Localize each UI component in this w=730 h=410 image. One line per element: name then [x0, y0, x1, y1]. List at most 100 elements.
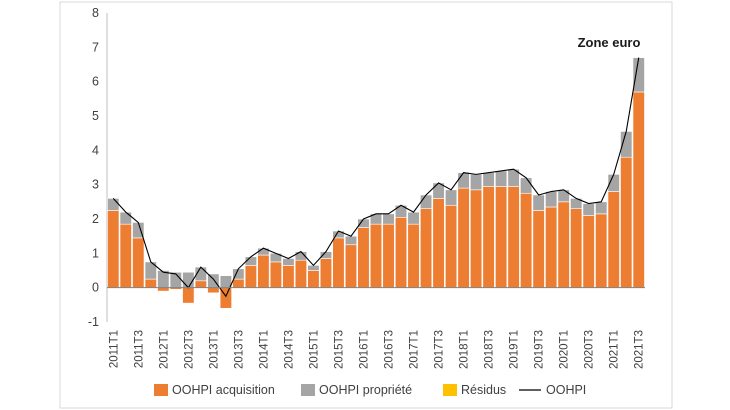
bar-oohpi-acquisition-2017t1 [407, 223, 420, 288]
bars [107, 57, 645, 309]
bar-oohpi-acquisition-2011t3 [132, 237, 145, 288]
bar-oohpi-propri-t-2020t1 [557, 189, 570, 203]
bar-oohpi-acquisition-2017t3 [432, 198, 445, 288]
x-tick-label: 2018T1 [459, 330, 471, 369]
bar-oohpi-acquisition-2011t4 [144, 278, 157, 288]
y-tick-label: 1 [92, 246, 99, 260]
bar-oohpi-propri-t-2019t2 [520, 177, 533, 194]
x-tick-label: 2014T1 [258, 330, 270, 369]
bar-oohpi-acquisition-2018t2 [470, 189, 483, 288]
x-tick-label: 2020T3 [584, 330, 596, 369]
x-tick-label: 2014T3 [283, 330, 295, 369]
bar-oohpi-acquisition-2012t1 [157, 287, 170, 292]
legend-swatch [154, 384, 168, 396]
x-tick-label: 2017T1 [409, 330, 421, 369]
bar-oohpi-acquisition-2020t2 [570, 208, 583, 288]
bar-oohpi-acquisition-2014t2 [269, 261, 282, 288]
y-tick-label: 3 [92, 178, 99, 192]
x-tick-label: 2013T3 [233, 330, 245, 369]
bar-oohpi-acquisition-2018t3 [482, 186, 495, 288]
bar-oohpi-acquisition-2015t1 [307, 270, 320, 288]
x-tick-label: 2017T3 [434, 330, 446, 369]
x-tick-label: 2019T1 [509, 330, 521, 369]
legend-swatch [443, 384, 457, 396]
bar-oohpi-propri-t-2021t3 [632, 57, 645, 93]
bar-oohpi-propri-t-2014t1 [257, 247, 270, 256]
y-tick-label: 4 [92, 143, 99, 157]
x-tick-label: 2016T3 [384, 330, 396, 369]
y-tick-label: 7 [92, 40, 99, 54]
bar-oohpi-propri-t-2011t4 [144, 261, 157, 280]
line-series-oohpi [112, 57, 640, 298]
bar-oohpi-acquisition-2013t3 [232, 278, 245, 288]
bar-oohpi-propri-t-2015t4 [344, 235, 358, 246]
plot-frame [59, 1, 673, 409]
bar-oohpi-acquisition-2014t1 [257, 254, 270, 288]
bar-oohpi-acquisition-2018t4 [495, 186, 508, 288]
bar-oohpi-acquisition-2018t1 [457, 187, 470, 288]
bar-oohpi-propri-t-2018t4 [495, 170, 508, 187]
bar-oohpi-acquisition-2016t1 [357, 227, 370, 288]
bar-oohpi-acquisition-2020t3 [582, 215, 595, 288]
bar-oohpi-acquisition-2019t1 [507, 186, 520, 288]
bar-oohpi-acquisition-2015t4 [344, 244, 358, 288]
bar-oohpi-acquisition-2020t1 [557, 201, 570, 288]
bar-oohpi-propri-t-2015t2 [319, 251, 333, 259]
bar-oohpi-propri-t-2017t4 [445, 189, 458, 206]
legend-item-r-sidus: Résidus [443, 383, 506, 397]
bar-oohpi-acquisition-2015t3 [332, 237, 345, 288]
bar-oohpi-propri-t-2018t1 [457, 172, 470, 189]
chart-border [59, 1, 673, 409]
bar-oohpi-acquisition-2021t3 [632, 91, 645, 288]
bar-oohpi-acquisition-2014t4 [294, 259, 307, 288]
bar-oohpi-propri-t-2020t3 [582, 203, 595, 216]
y-tick-label: 6 [92, 75, 99, 89]
y-tick-label: 0 [92, 281, 99, 295]
x-tick-label: 2019T3 [534, 330, 546, 369]
legend-item-oohpi-propri-t: OOHPI propriété [301, 383, 412, 397]
bar-oohpi-propri-t-2012t3 [182, 271, 195, 288]
bar-oohpi-propri-t-2019t4 [545, 191, 558, 208]
x-tick-label: 2011T1 [108, 330, 120, 368]
y-tick-label: 8 [92, 6, 99, 20]
bar-oohpi-acquisition-2021t1 [607, 191, 620, 288]
bar-oohpi-acquisition-2015t2 [319, 258, 333, 288]
bar-oohpi-acquisition-2019t4 [545, 206, 558, 288]
legend-label: OOHPI propriété [319, 383, 412, 397]
y-axis: -1 0 1 2 3 4 5 6 7 8 [88, 6, 108, 329]
legend: OOHPI acquisition OOHPI propriété Résidus O… [154, 383, 586, 397]
x-tick-label: 2011T3 [133, 330, 145, 368]
bar-oohpi-acquisition-2019t3 [532, 210, 545, 288]
x-tick-label: 2016T1 [358, 330, 370, 369]
bar-oohpi-acquisition-2017t4 [445, 204, 458, 288]
bar-oohpi-acquisition-2011t1 [107, 210, 120, 288]
bar-oohpi-propri-t-2016t3 [382, 213, 395, 225]
x-tick-label: 2015T3 [333, 330, 345, 369]
y-tick-label: 5 [92, 109, 99, 123]
bar-oohpi-propri-t-2011t2 [119, 211, 132, 225]
bar-oohpi-acquisition-2016t4 [394, 216, 408, 288]
bar-oohpi-acquisition-2013t1 [207, 287, 220, 294]
bar-oohpi-propri-t-2013t1 [207, 273, 220, 288]
y-tick-label: 2 [92, 212, 99, 226]
bar-oohpi-acquisition-2016t3 [382, 223, 395, 288]
x-tick-label: 2013T1 [208, 330, 220, 369]
bar-oohpi-acquisition-2021t2 [620, 156, 633, 288]
x-tick-label: 2012T3 [183, 330, 195, 369]
x-tick-label: 2015T1 [308, 330, 320, 369]
bar-oohpi-propri-t-2017t1 [407, 211, 420, 225]
bar-oohpi-propri-t-2016t1 [357, 218, 370, 228]
x-tick-label: 2012T1 [158, 330, 170, 369]
bar-oohpi-acquisition-2020t4 [595, 213, 608, 288]
x-tick-label: 2021T3 [634, 330, 646, 369]
bar-oohpi-propri-t-2018t3 [482, 172, 495, 187]
legend-item-oohpi: OOHPI [519, 383, 586, 397]
legend-item-oohpi-acquisition: OOHPI acquisition [154, 383, 275, 397]
bar-oohpi-propri-t-2019t3 [532, 194, 545, 211]
bar-oohpi-acquisition-2019t2 [520, 192, 533, 288]
bar-oohpi-propri-t-2018t2 [470, 174, 483, 191]
x-tick-label: 2020T1 [559, 330, 571, 369]
bar-oohpi-acquisition-2017t2 [419, 208, 433, 288]
legend-swatch [301, 384, 315, 396]
